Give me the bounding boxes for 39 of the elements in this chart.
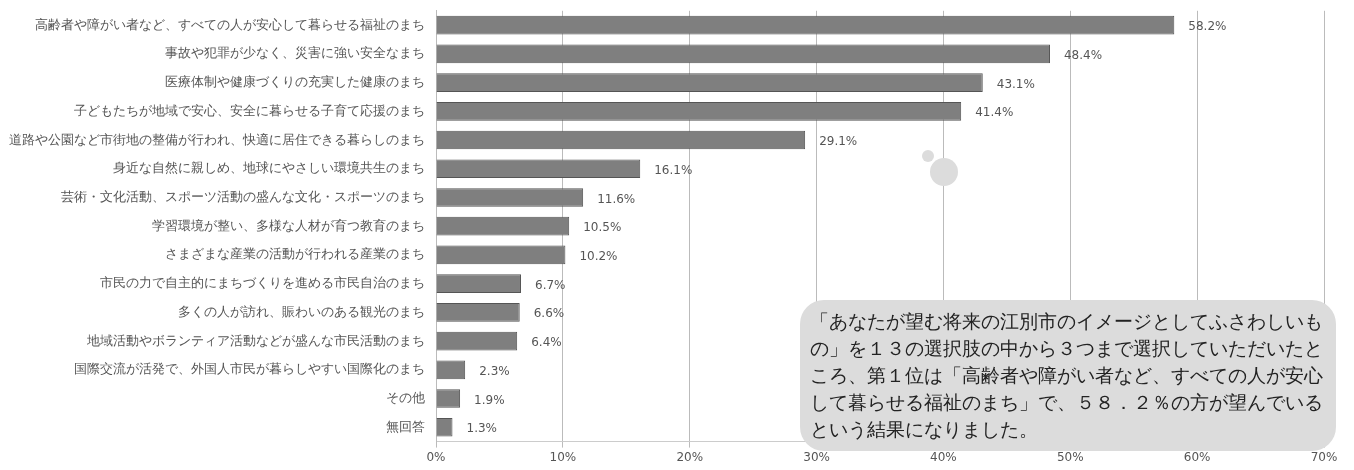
data-label: 16.1% [654, 162, 693, 177]
data-label: 58.2% [1188, 19, 1227, 34]
data-label: 1.3% [466, 421, 497, 436]
x-tick-label: 60% [1183, 449, 1211, 464]
data-label: 11.6% [597, 191, 636, 206]
x-tick-label: 0% [426, 449, 446, 464]
y-tick-label: 事故や犯罪が少なく、災害に強い安全なまち [165, 45, 425, 61]
y-tick-label: 医療体制や健康づくりの充実した健康のまち [165, 74, 425, 90]
y-tick-label: 多くの人が訪れ、賑わいのある観光のまち [178, 303, 425, 319]
y-tick-label: 道路や公園など市街地の整備が行われ、快適に居住できる暮らしのまち [9, 131, 425, 147]
y-tick-label: 学習環境が整い、多様な人材が育つ教育のまち [152, 217, 425, 233]
data-label: 48.4% [1063, 48, 1103, 63]
y-tick-label: 子どもたちが地域で安心、安全に暮らせる子育て応援のまち [74, 102, 425, 118]
x-tick-label: 50% [1056, 449, 1084, 464]
y-tick-label: 芸術・文化活動、スポーツ活動の盛んな文化・スポーツのまち [61, 189, 425, 205]
annotation: 「あなたが望む将来の江別市のイメージとしてふさわしいもの」を１３の選択肢の中から３つまで選択していただいたところ、第１位は「高齢者や障がい者など、すべての人が安心して暮らせる福祉のまち」で、５８．２％の方が望んでいるという結果になりました。 [800, 300, 1336, 451]
data-label: 6.4% [531, 335, 562, 350]
data-label: 43.1% [996, 76, 1035, 91]
y-tick-label: 国際交流が活発で、外国人市民が暮らしやすい国際化のまち [74, 361, 425, 377]
data-label: 10.5% [583, 220, 622, 235]
data-label: 2.3% [479, 363, 510, 378]
data-label: 29.1% [819, 134, 858, 149]
y-tick-label: 身近な自然に親しめ、地球にやさしい環境共生のまち [113, 160, 425, 176]
y-tick-label: 高齢者や障がい者など、すべての人が安心して暮らせる福祉のまち [35, 16, 425, 32]
y-tick-label: さまざまな産業の活動が行われる産業のまち [165, 246, 425, 262]
x-tick-label: 30% [803, 449, 830, 464]
data-label: 10.2% [579, 249, 618, 264]
data-label: 6.7% [534, 277, 566, 292]
x-tick-label: 20% [676, 449, 704, 464]
x-tick-label: 40% [930, 449, 957, 464]
data-label: 6.6% [533, 306, 565, 321]
data-label: 41.4% [975, 105, 1014, 120]
x-tick-label: 70% [1310, 449, 1338, 464]
data-label: 1.9% [474, 392, 505, 407]
y-tick-label: 市民の力で自主的にまちづくりを進める市民自治のまち [100, 275, 425, 291]
y-tick-label: 地域活動やボランティア活動などが盛んな市民活動のまち [86, 332, 425, 348]
x-tick-label: 10% [549, 449, 577, 464]
y-tick-label: 無回答 [386, 418, 425, 434]
y-tick-label: その他 [386, 390, 425, 406]
